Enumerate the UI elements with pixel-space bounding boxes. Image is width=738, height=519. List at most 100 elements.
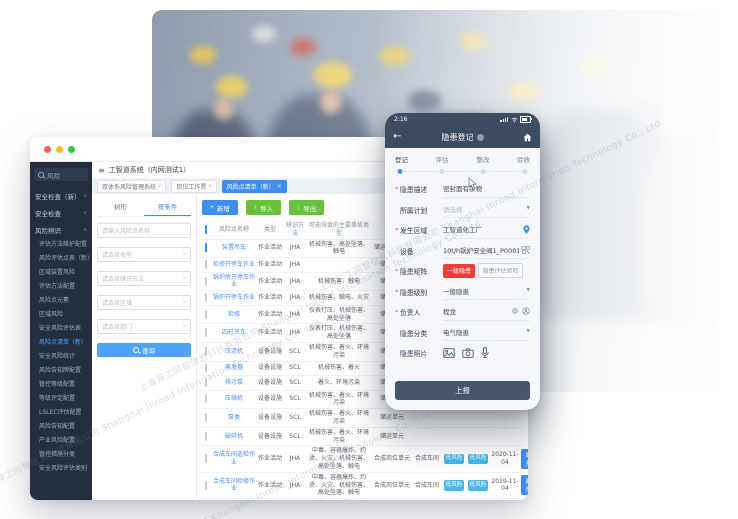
sidebar-item[interactable]: 风险点元素 bbox=[39, 297, 70, 304]
image-icon[interactable] bbox=[443, 348, 455, 358]
risk-point-link[interactable]: 破碎机 bbox=[224, 432, 243, 440]
row-checkbox[interactable] bbox=[205, 328, 207, 338]
sidebar-group-item[interactable]: 安全检查（新） ∨ bbox=[30, 187, 92, 204]
close-window-icon[interactable] bbox=[44, 145, 51, 153]
risk-point-link[interactable]: 锅炉开停车作业 bbox=[213, 294, 256, 302]
row-checkbox[interactable] bbox=[205, 413, 207, 423]
row-checkbox[interactable] bbox=[205, 431, 207, 441]
sidebar-item[interactable]: 区域风险 bbox=[39, 311, 64, 318]
risk-point-link[interactable]: 合成车间巡检作业 bbox=[213, 451, 256, 467]
query-button[interactable]: 查询 bbox=[97, 343, 191, 357]
row-checkbox[interactable] bbox=[205, 309, 207, 319]
export-button[interactable]: ↓ 导出 bbox=[289, 200, 325, 215]
top-tab[interactable]: 岗位工作票 ∨ bbox=[171, 180, 217, 193]
maximize-window-icon[interactable] bbox=[68, 145, 75, 153]
sidebar-item[interactable]: 评估方法维护配置 bbox=[39, 241, 88, 248]
add-button[interactable]: + 新增 bbox=[202, 200, 238, 215]
minimize-window-icon[interactable] bbox=[56, 145, 63, 153]
sidebar-item[interactable]: 风险评估点表（新） bbox=[39, 255, 92, 262]
menu-icon[interactable]: ≡ bbox=[98, 165, 105, 175]
filter-select[interactable]: 请选择类型 ∨ bbox=[97, 247, 191, 262]
row-checkbox[interactable] bbox=[205, 276, 207, 286]
risk-point-link[interactable]: 检修 bbox=[227, 310, 240, 318]
field-control[interactable]: 10t/h锅炉安全阀1_P0001 bbox=[443, 242, 530, 260]
row-checkbox[interactable] bbox=[205, 480, 207, 490]
filter-tab[interactable]: 树形 bbox=[114, 203, 127, 211]
field-control[interactable]: 工智道化工厂 bbox=[443, 222, 530, 239]
sidebar-item[interactable]: 风险告知牌配置 bbox=[39, 367, 82, 374]
sidebar-group-item[interactable]: 安全检查 ∨ bbox=[30, 204, 92, 221]
row-checkbox[interactable] bbox=[205, 346, 207, 356]
sidebar-item[interactable]: 管控等级配置 bbox=[39, 381, 76, 388]
risk-point-name-cell: 锅炉开停车作业 bbox=[212, 293, 256, 303]
field-control[interactable]: 请选择 ▼ bbox=[443, 201, 530, 219]
qr-scan-icon[interactable] bbox=[522, 246, 530, 254]
filter-tab[interactable]: 按条件 bbox=[144, 198, 191, 216]
contacts-icon[interactable] bbox=[522, 307, 530, 315]
accidents-cell: 机械伤害、着火 bbox=[317, 364, 360, 372]
risk-point-link[interactable]: 装置吊车 bbox=[221, 244, 246, 252]
sidebar-item[interactable]: 评估方法配置 bbox=[39, 283, 76, 290]
matrix-evaluate-button[interactable]: 隐患评估矩阵 bbox=[478, 263, 524, 279]
risk-point-link[interactable]: 蒸发器 bbox=[224, 364, 243, 372]
select-all-checkbox[interactable] bbox=[205, 224, 207, 234]
risk-point-name-cell: 检修 bbox=[212, 310, 256, 320]
top-tab[interactable]: 风险点清单（新） × bbox=[221, 180, 287, 193]
field-control[interactable]: 电气隐患 ▼ bbox=[443, 324, 530, 342]
sidebar-group-item[interactable]: 风险辨识 ∧ bbox=[30, 221, 92, 238]
risk-point-link[interactable]: 泵类 bbox=[227, 414, 240, 422]
risk-point-link[interactable]: 压滤机 bbox=[224, 347, 243, 355]
field-control[interactable]: 密封面有杂物 bbox=[443, 181, 530, 198]
row-checkbox[interactable] bbox=[205, 363, 207, 373]
title-badge-icon bbox=[476, 133, 484, 141]
field-control[interactable] bbox=[443, 345, 530, 361]
risk-point-link[interactable]: 四柱吊车 bbox=[221, 329, 246, 337]
risk-point-link[interactable]: 合成车间检修作业 bbox=[213, 477, 256, 493]
import-button[interactable]: ↑ 导入 bbox=[245, 200, 282, 215]
sidebar-search-input[interactable]: 风险 bbox=[34, 168, 88, 181]
gear-icon[interactable] bbox=[511, 307, 519, 315]
field-control[interactable]: 一级隐患 隐患评估矩阵 bbox=[443, 263, 530, 279]
more-button[interactable]: 更多 bbox=[521, 449, 528, 470]
department-cell bbox=[412, 417, 442, 419]
more-button[interactable]: 更多 bbox=[521, 475, 528, 496]
mic-icon[interactable] bbox=[481, 347, 489, 359]
risk-point-link[interactable]: 锅炉房开停车作业 bbox=[213, 273, 256, 289]
filter-name-input[interactable]: 请输入风险点名称 bbox=[97, 223, 191, 238]
method-cell: SCL bbox=[289, 347, 301, 355]
row-checkbox[interactable] bbox=[205, 243, 207, 253]
camera-icon[interactable] bbox=[462, 348, 474, 358]
department-cell: 合成车间 bbox=[414, 455, 439, 463]
risk-point-link[interactable]: 压缩机 bbox=[224, 395, 243, 403]
row-checkbox[interactable] bbox=[205, 377, 207, 387]
field-control[interactable]: 程龙 bbox=[443, 304, 530, 321]
row-checkbox[interactable] bbox=[205, 260, 207, 270]
risk-point-link[interactable]: 检修开停车作业 bbox=[213, 261, 256, 269]
row-checkbox[interactable] bbox=[205, 293, 207, 303]
field-control[interactable]: 一般隐患 ▼ bbox=[443, 283, 530, 301]
top-tab[interactable]: 双体系风险管理系统 ∨ bbox=[97, 180, 167, 193]
row-checkbox[interactable] bbox=[205, 394, 207, 404]
back-icon[interactable]: ← bbox=[393, 131, 402, 142]
sidebar-item[interactable]: 等级评定配置 bbox=[39, 395, 76, 402]
sidebar-item[interactable]: 安全风险评估表 bbox=[39, 325, 82, 332]
filter-select[interactable]: 请选择区域 ∨ bbox=[97, 295, 191, 310]
sidebar-item[interactable]: 安全风险统计 bbox=[39, 353, 76, 360]
sidebar-item[interactable]: 产业风险配置 bbox=[39, 437, 76, 444]
filter-select[interactable]: 请选择辨识方法 ∨ bbox=[97, 271, 191, 286]
submit-button[interactable]: 上报 bbox=[395, 381, 530, 400]
matrix-level-button[interactable]: 一级隐患 bbox=[443, 263, 476, 278]
home-icon[interactable] bbox=[523, 133, 532, 142]
sidebar-item[interactable]: 区域装置风险 bbox=[39, 269, 76, 276]
sidebar-item[interactable]: LSLEC评估配置 bbox=[39, 409, 82, 416]
filter-select[interactable]: 请选择部门 ∨ bbox=[97, 319, 191, 334]
sidebar-item[interactable]: 风险点清单（新） bbox=[39, 339, 88, 346]
sidebar-item[interactable]: 风险告知配置 bbox=[39, 423, 76, 430]
sidebar-item[interactable]: 管控措施分类 bbox=[39, 451, 76, 458]
sidebar-item[interactable]: 安全风险评估类别 bbox=[39, 465, 88, 472]
risk-point-name-cell: 装置吊车 bbox=[212, 243, 256, 253]
risk-point-link[interactable]: 排污泵 bbox=[224, 378, 243, 386]
location-pin-icon[interactable] bbox=[523, 225, 530, 234]
close-icon[interactable]: × bbox=[276, 183, 282, 190]
row-checkbox[interactable] bbox=[205, 454, 207, 464]
